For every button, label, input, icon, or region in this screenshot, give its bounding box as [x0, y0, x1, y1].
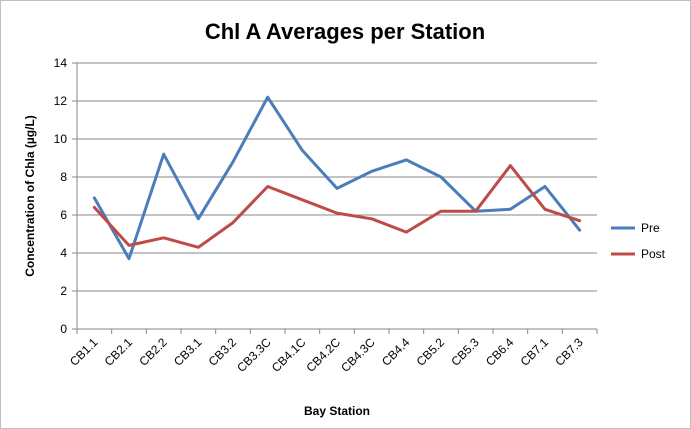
data-point-post — [301, 198, 304, 201]
data-point-pre — [405, 158, 408, 161]
data-point-pre — [232, 160, 235, 163]
data-point-pre — [544, 185, 547, 188]
data-point-pre — [301, 149, 304, 152]
x-tick-label: CB2.2 — [136, 335, 170, 369]
y-tick-label: 12 — [54, 94, 68, 108]
data-point-post — [162, 236, 165, 239]
x-tick-label: CB3.3C — [234, 335, 274, 375]
series-line-post — [92, 164, 582, 249]
x-tick-label: CB7.3 — [552, 335, 586, 369]
x-tick-label: CB5.3 — [448, 335, 482, 369]
data-point-pre — [128, 257, 131, 260]
data-point-post — [509, 164, 512, 167]
y-tick-label: 10 — [54, 132, 68, 146]
data-point-post — [128, 244, 131, 247]
data-point-pre — [370, 170, 373, 173]
x-tick-label: CB7.1 — [518, 335, 552, 369]
x-tick-label: CB4.1C — [269, 335, 309, 375]
data-point-post — [474, 210, 477, 213]
x-tick-label: CB3.1 — [171, 335, 205, 369]
data-point-pre — [197, 217, 200, 220]
x-tick-label: CB4.3C — [338, 335, 378, 375]
x-tick-label: CB6.4 — [483, 335, 517, 369]
data-point-pre — [578, 229, 581, 232]
legend-label-post: Post — [641, 247, 666, 261]
x-tick-label: CB2.1 — [102, 335, 136, 369]
x-tick-label: CB5.2 — [414, 335, 448, 369]
y-tick-label: 8 — [60, 170, 67, 184]
y-tick-label: 6 — [60, 208, 67, 222]
x-tick-label: CB1.1 — [67, 335, 101, 369]
data-point-post — [197, 246, 200, 249]
data-point-post — [544, 208, 547, 211]
series-line-pre — [92, 95, 582, 261]
y-tick-label: 2 — [60, 284, 67, 298]
data-point-post — [266, 185, 269, 188]
data-point-post — [405, 231, 408, 234]
data-point-pre — [162, 153, 165, 156]
data-point-post — [370, 217, 373, 220]
chart-title: Chl A Averages per Station — [205, 19, 485, 44]
x-tick-label: CB4.2C — [304, 335, 344, 375]
y-tick-label: 14 — [54, 56, 68, 70]
x-axis-title: Bay Station — [304, 404, 370, 418]
y-tick-label: 4 — [60, 246, 67, 260]
data-point-pre — [509, 208, 512, 211]
data-point-pre — [440, 176, 443, 179]
data-point-post — [578, 219, 581, 222]
y-axis-title: Concentration of Chla (µg/L) — [23, 115, 37, 277]
data-point-post — [232, 221, 235, 224]
data-point-pre — [93, 196, 96, 199]
y-tick-label: 0 — [60, 322, 67, 336]
data-point-pre — [266, 96, 269, 99]
data-point-post — [93, 206, 96, 209]
data-point-pre — [336, 187, 339, 190]
x-tick-label: CB4.4 — [379, 335, 413, 369]
data-point-post — [336, 212, 339, 215]
data-point-post — [440, 210, 443, 213]
legend-label-pre: Pre — [641, 221, 660, 235]
